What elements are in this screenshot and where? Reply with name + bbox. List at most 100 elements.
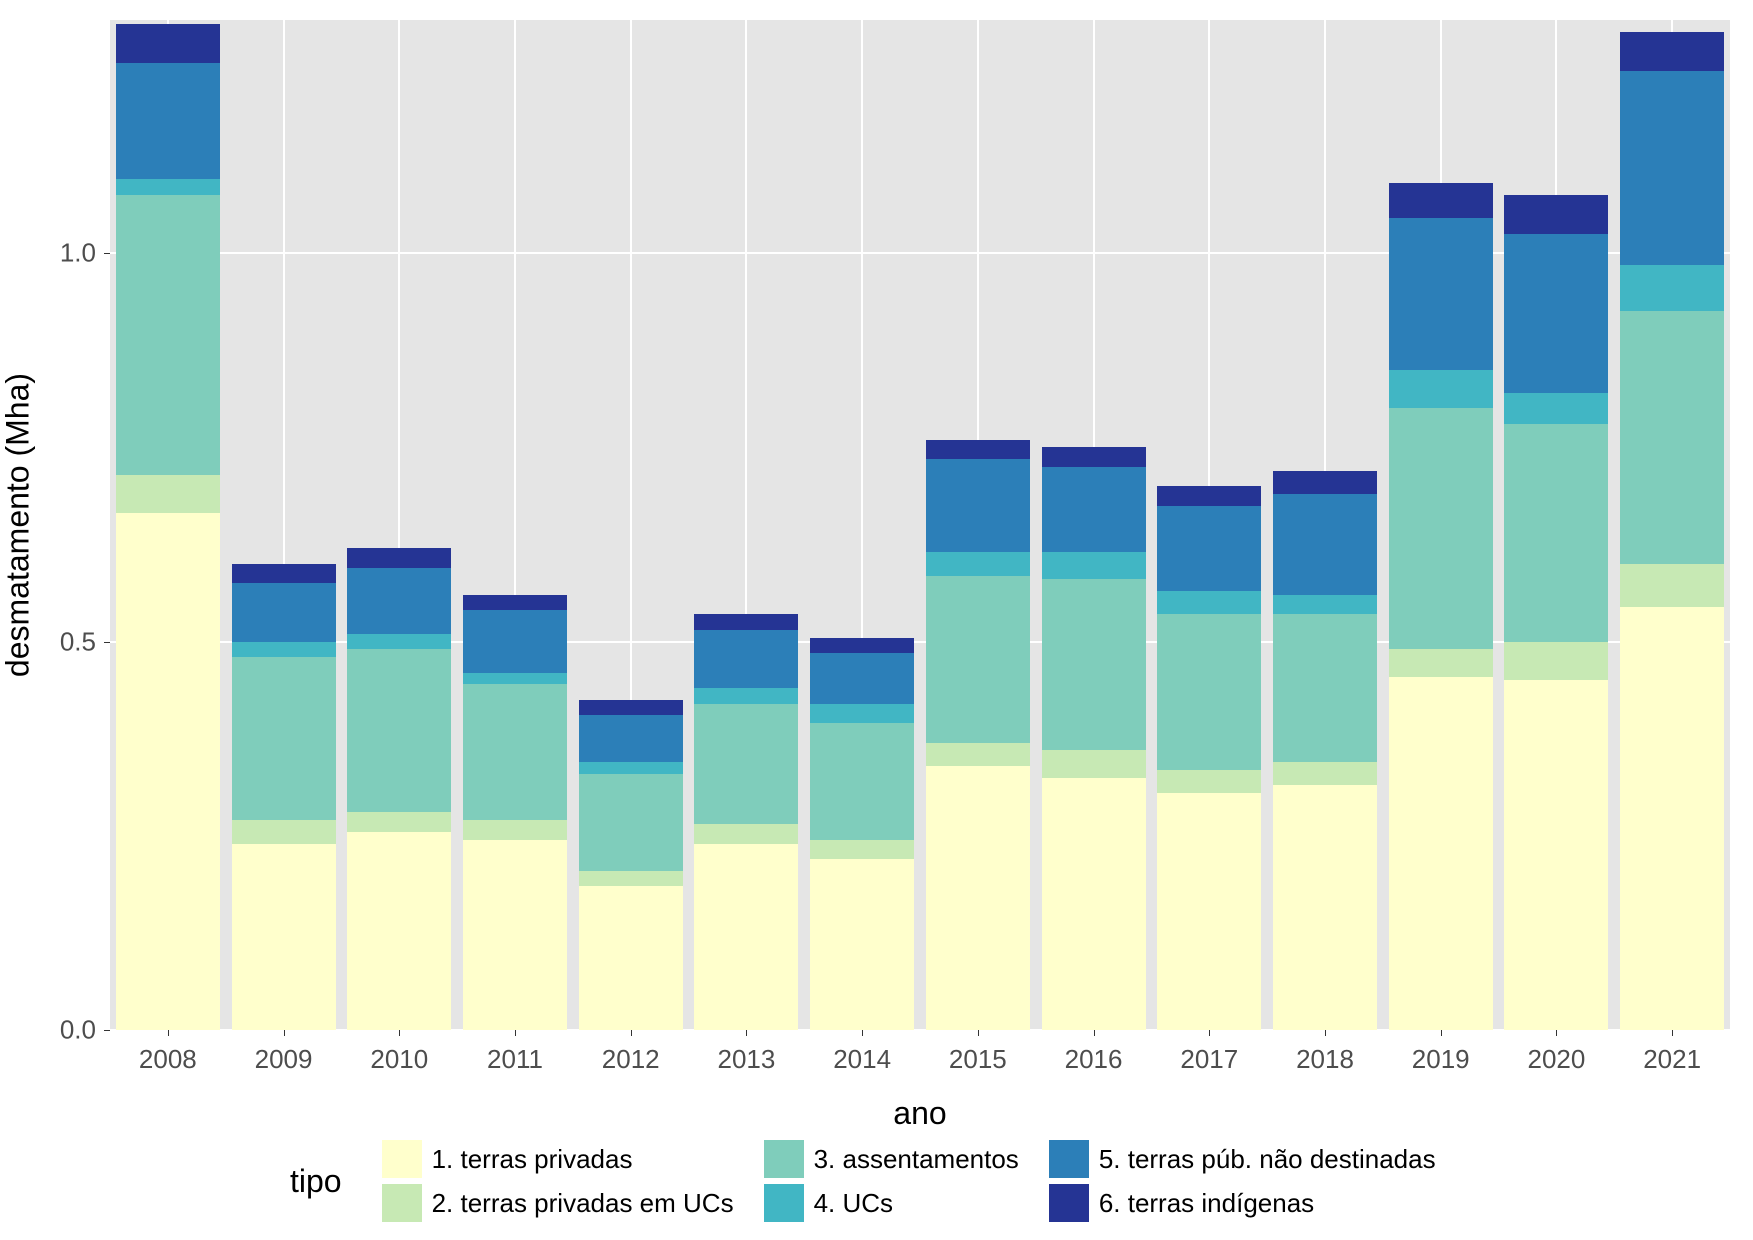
y-tick — [104, 1030, 110, 1031]
x-tick — [399, 1030, 400, 1036]
bar-2014 — [810, 20, 914, 1030]
bar-segment — [579, 871, 683, 887]
bar-segment — [1157, 506, 1261, 591]
bar-segment — [1157, 770, 1261, 793]
bar-segment — [463, 820, 567, 839]
x-axis-title: ano — [893, 1095, 946, 1132]
bar-2012 — [579, 20, 683, 1030]
bar-segment — [232, 564, 336, 583]
y-tick-label: 0.0 — [60, 1015, 96, 1046]
bar-segment — [1504, 424, 1608, 642]
legend-swatch — [1049, 1184, 1089, 1222]
legend-label: 3. assentamentos — [814, 1144, 1019, 1175]
x-tick — [746, 1030, 747, 1036]
bar-segment — [1389, 677, 1493, 1031]
bar-segment — [116, 195, 220, 475]
legend-item: 3. assentamentos — [764, 1140, 1019, 1178]
y-tick-label: 0.5 — [60, 626, 96, 657]
x-tick — [1209, 1030, 1210, 1036]
x-tick-label: 2014 — [833, 1044, 891, 1075]
bar-segment — [810, 653, 914, 704]
bar-segment — [1042, 447, 1146, 466]
bar-2016 — [1042, 20, 1146, 1030]
bar-segment — [463, 595, 567, 611]
plot-area: 0.00.51.02008200920102011201220132014201… — [110, 20, 1730, 1030]
x-tick-label: 2015 — [949, 1044, 1007, 1075]
legend-label: 5. terras púb. não destinadas — [1099, 1144, 1436, 1175]
legend-column: 3. assentamentos 4. UCs — [764, 1140, 1019, 1222]
legend-swatch — [764, 1140, 804, 1178]
x-tick — [1441, 1030, 1442, 1036]
bar-segment — [232, 583, 336, 641]
stacked-bar-chart: desmatamento (Mha) ano 0.00.51.020082009… — [0, 0, 1753, 1240]
bar-segment — [810, 859, 914, 1030]
bar-segment — [579, 774, 683, 871]
bar-2017 — [1157, 20, 1261, 1030]
bar-segment — [1042, 778, 1146, 1031]
bar-2020 — [1504, 20, 1608, 1030]
bar-segment — [347, 568, 451, 634]
bar-segment — [116, 24, 220, 63]
bar-segment — [1273, 471, 1377, 494]
bar-segment — [1389, 408, 1493, 649]
bar-segment — [810, 638, 914, 654]
x-tick-label: 2017 — [1180, 1044, 1238, 1075]
x-tick-label: 2016 — [1065, 1044, 1123, 1075]
x-tick-label: 2008 — [139, 1044, 197, 1075]
bar-segment — [926, 552, 1030, 575]
bar-segment — [1042, 467, 1146, 552]
bar-segment — [232, 642, 336, 658]
bar-segment — [694, 824, 798, 843]
bar-segment — [1389, 218, 1493, 370]
bar-segment — [694, 704, 798, 824]
x-tick — [1325, 1030, 1326, 1036]
bar-2013 — [694, 20, 798, 1030]
bar-segment — [116, 475, 220, 514]
legend-item: 1. terras privadas — [382, 1140, 734, 1178]
bar-segment — [1504, 642, 1608, 681]
bar-segment — [1620, 71, 1724, 265]
x-tick-label: 2009 — [255, 1044, 313, 1075]
bar-segment — [347, 812, 451, 831]
x-tick-label: 2019 — [1412, 1044, 1470, 1075]
x-tick-label: 2013 — [718, 1044, 776, 1075]
legend: tipo 1. terras privadas 2. terras privada… — [290, 1140, 1436, 1222]
y-axis-title: desmatamento (Mha) — [0, 373, 37, 677]
x-tick-label: 2018 — [1296, 1044, 1354, 1075]
bar-segment — [463, 840, 567, 1030]
bar-segment — [1273, 785, 1377, 1030]
bar-segment — [926, 766, 1030, 1030]
bar-segment — [232, 844, 336, 1030]
bar-segment — [1273, 614, 1377, 762]
legend-label: 6. terras indígenas — [1099, 1188, 1314, 1219]
legend-swatch — [382, 1140, 422, 1178]
bar-segment — [1157, 591, 1261, 614]
bar-segment — [926, 576, 1030, 743]
bar-segment — [347, 649, 451, 812]
x-tick — [1556, 1030, 1557, 1036]
x-tick — [515, 1030, 516, 1036]
bar-2021 — [1620, 20, 1724, 1030]
bar-segment — [1620, 607, 1724, 1030]
x-tick — [631, 1030, 632, 1036]
bar-segment — [463, 684, 567, 820]
x-tick — [1672, 1030, 1673, 1036]
legend-label: 2. terras privadas em UCs — [432, 1188, 734, 1219]
legend-column: 1. terras privadas 2. terras privadas em … — [382, 1140, 734, 1222]
bar-2019 — [1389, 20, 1493, 1030]
legend-title: tipo — [290, 1163, 342, 1200]
x-tick — [1094, 1030, 1095, 1036]
bar-segment — [1504, 234, 1608, 393]
legend-item: 4. UCs — [764, 1184, 1019, 1222]
legend-column: 5. terras púb. não destinadas 6. terras i… — [1049, 1140, 1436, 1222]
legend-item: 6. terras indígenas — [1049, 1184, 1436, 1222]
x-tick — [978, 1030, 979, 1036]
bar-segment — [810, 840, 914, 859]
bar-segment — [116, 513, 220, 1030]
legend-item: 2. terras privadas em UCs — [382, 1184, 734, 1222]
bar-segment — [810, 723, 914, 840]
bar-segment — [579, 700, 683, 716]
bar-segment — [232, 820, 336, 843]
x-tick-label: 2021 — [1643, 1044, 1701, 1075]
x-tick-label: 2010 — [370, 1044, 428, 1075]
